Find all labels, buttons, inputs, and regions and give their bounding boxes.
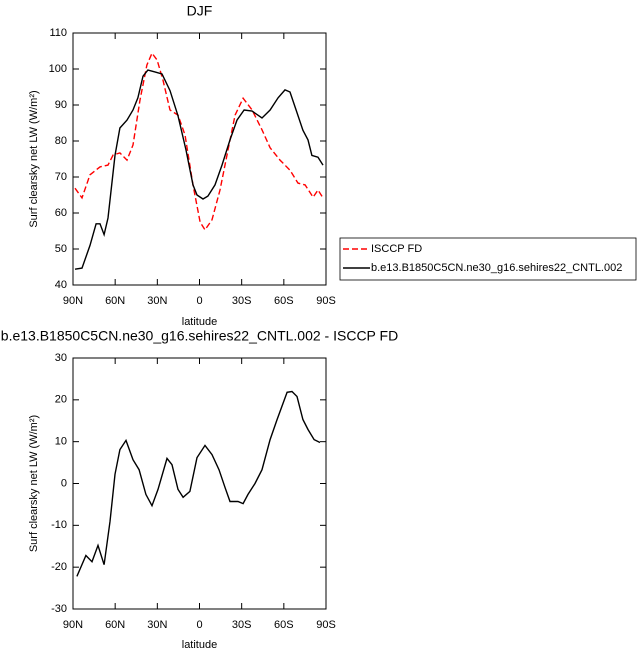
chart-title: DJF bbox=[187, 3, 213, 19]
x-tick-label: 30N bbox=[147, 619, 167, 631]
x-tick-label: 0 bbox=[196, 295, 202, 307]
y-tick-label: -30 bbox=[51, 603, 67, 615]
legend-label: b.e13.B1850C5CN.ne30_g16.sehires22_CNTL.… bbox=[371, 262, 622, 274]
y-tick-label: 50 bbox=[55, 243, 67, 255]
data-line bbox=[74, 69, 324, 270]
y-tick-label: 70 bbox=[55, 171, 67, 183]
y-tick-label: 60 bbox=[55, 207, 67, 219]
y-tick-label: 100 bbox=[49, 63, 67, 75]
y-tick-label: 30 bbox=[55, 352, 67, 364]
legend-box bbox=[339, 237, 637, 281]
x-axis-label: latitude bbox=[182, 316, 217, 328]
x-tick-label: 60S bbox=[274, 619, 294, 631]
x-tick-label: 60S bbox=[274, 295, 294, 307]
y-tick-label: 20 bbox=[55, 394, 67, 406]
data-line bbox=[76, 390, 321, 577]
x-tick-label: 0 bbox=[196, 619, 202, 631]
x-tick-label: 60N bbox=[105, 295, 125, 307]
y-tick-label: 0 bbox=[61, 477, 67, 489]
y-tick-label: 110 bbox=[49, 27, 67, 39]
data-line bbox=[74, 51, 324, 232]
x-tick-label: 90N bbox=[63, 619, 83, 631]
x-axis-label: latitude bbox=[182, 639, 217, 651]
x-tick-label: 30S bbox=[232, 295, 252, 307]
x-tick-label: 30N bbox=[147, 295, 167, 307]
x-tick-label: 60N bbox=[105, 619, 125, 631]
legend-label: ISCCP FD bbox=[371, 243, 422, 255]
x-tick-label: 30S bbox=[232, 619, 252, 631]
x-tick-label: 90N bbox=[63, 295, 83, 307]
y-axis-label: Surf clearsky net LW (W/m²) bbox=[28, 90, 40, 227]
y-tick-label: 80 bbox=[55, 135, 67, 147]
y-tick-label: -20 bbox=[51, 561, 67, 573]
x-tick-label: 90S bbox=[316, 295, 336, 307]
y-tick-label: 90 bbox=[55, 99, 67, 111]
y-axis-label: Surf clearsky net LW (W/m²) bbox=[28, 415, 40, 552]
chart-title: b.e13.B1850C5CN.ne30_g16.sehires22_CNTL.… bbox=[1, 328, 398, 344]
y-tick-label: -10 bbox=[51, 519, 67, 531]
plot-frame bbox=[72, 357, 327, 610]
plot-frame bbox=[72, 32, 327, 286]
x-tick-label: 90S bbox=[316, 619, 336, 631]
y-tick-label: 40 bbox=[55, 279, 67, 291]
y-tick-label: 10 bbox=[55, 436, 67, 448]
